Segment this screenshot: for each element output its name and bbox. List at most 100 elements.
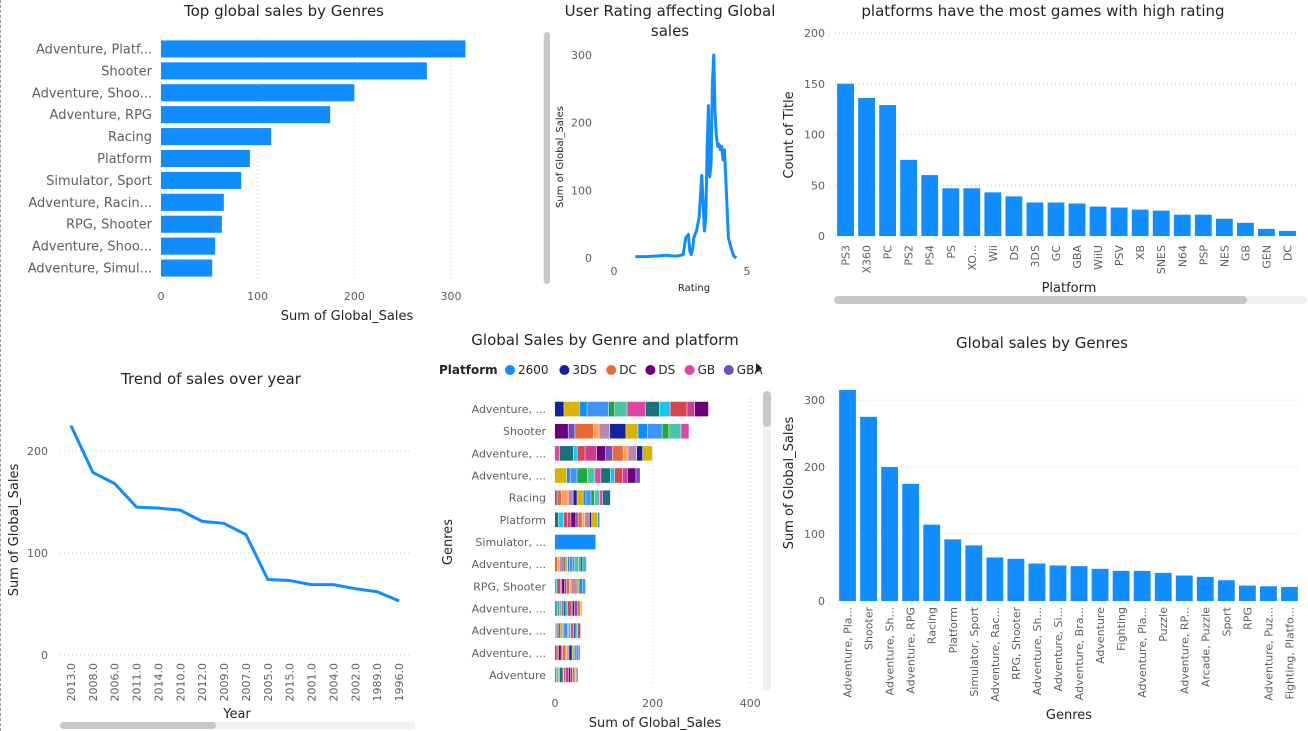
bar-segment[interactable] [572,601,575,616]
bar-segment[interactable] [579,556,580,572]
bar-segment[interactable] [614,401,627,417]
bar-segment[interactable] [563,601,566,616]
series-line[interactable] [635,53,738,260]
bar-segment[interactable] [681,423,689,439]
bar-segment[interactable] [694,401,709,417]
bar[interactable] [1028,563,1046,601]
legend-marker[interactable] [559,365,570,375]
bar[interactable] [965,545,983,601]
bar[interactable] [161,106,331,124]
bar[interactable] [1154,572,1172,601]
bar[interactable] [161,215,222,233]
bar-segment[interactable] [598,512,600,528]
bar-segment[interactable] [573,446,577,461]
bar-segment[interactable] [566,645,567,661]
bar-segment[interactable] [577,601,580,616]
scrollbar-thumb[interactable] [834,296,1247,304]
bar[interactable] [161,128,272,146]
legend-label[interactable]: DS [658,363,675,377]
legend-marker[interactable] [723,365,734,375]
bar-segment[interactable] [610,468,615,483]
bar-segment[interactable] [566,601,568,616]
bar-segment[interactable] [582,512,585,528]
bar-segment[interactable] [579,578,583,594]
chart-user-rating[interactable]: User Rating affecting Global sales 0 100 200… [540,0,790,300]
bar-segment[interactable] [560,578,562,594]
bar-segment[interactable] [559,667,563,683]
bar-segment[interactable] [574,556,579,572]
bar[interactable] [161,149,250,168]
bar-segment[interactable] [558,623,560,638]
bar-segment[interactable] [593,423,599,439]
bar-segment[interactable] [570,623,574,638]
bar-segment[interactable] [558,512,564,528]
bar-segment[interactable] [662,423,669,439]
bar-segment[interactable] [567,623,569,638]
bar-segment[interactable] [578,623,581,638]
bar[interactable] [1091,568,1109,601]
bar-segment[interactable] [622,468,628,483]
chart-sales-genre-platform[interactable]: Global Sales by Genre and platform Platfo… [430,325,790,731]
bar[interactable] [860,416,877,601]
bar-segment[interactable] [576,623,578,638]
scrollbar-thumb[interactable] [763,391,771,427]
legend-label[interactable]: DC [619,363,637,377]
bar[interactable] [1070,566,1088,601]
bar-segment[interactable] [580,601,582,616]
bar-segment[interactable] [605,446,613,461]
bar-segment[interactable] [626,423,638,439]
bar-segment[interactable] [566,468,570,483]
bar-segment[interactable] [559,601,562,616]
bar[interactable] [1196,576,1214,601]
bar-segment[interactable] [558,645,561,661]
bar-segment[interactable] [573,490,577,506]
bar[interactable] [902,483,920,601]
bar-segment[interactable] [572,667,575,683]
bar-segment[interactable] [559,446,574,461]
bar-segment[interactable] [577,468,587,483]
bar-segment[interactable] [589,512,592,528]
bar-segment[interactable] [564,578,567,594]
bar-segment[interactable] [574,645,576,661]
bar-segment[interactable] [570,468,577,483]
bar[interactable] [984,192,1002,236]
bar[interactable] [837,83,854,236]
bar[interactable] [1260,586,1277,601]
bar[interactable] [1217,580,1235,601]
chart-platforms-high-rating[interactable]: platforms have the most games with high … [770,0,1308,310]
bar-segment[interactable] [560,623,563,638]
bar[interactable] [986,557,1004,601]
bar[interactable] [1215,218,1233,236]
bar-segment[interactable] [670,401,687,417]
bar-segment[interactable] [567,601,571,616]
bar-segment[interactable] [579,401,587,417]
bar-segment[interactable] [555,423,568,439]
bar-segment[interactable] [577,446,585,461]
bar[interactable] [1047,202,1065,236]
bar[interactable] [161,62,427,80]
bar-segment[interactable] [582,556,587,572]
bar[interactable] [1007,558,1025,601]
bar-segment[interactable] [623,446,628,461]
bar[interactable] [1152,210,1170,236]
bar-segment[interactable] [587,401,609,417]
bar-segment[interactable] [610,423,626,439]
bar-segment[interactable] [555,578,557,594]
legend-label[interactable]: 3DS [572,363,597,377]
bar-segment[interactable] [594,490,600,506]
bar[interactable] [161,171,242,189]
bar-segment[interactable] [595,468,601,483]
bar-segment[interactable] [582,578,586,594]
bar-segment[interactable] [567,645,569,661]
bar-segment[interactable] [575,667,576,683]
legend-label[interactable]: 2600 [518,363,549,377]
bar[interactable] [1026,202,1044,236]
bar[interactable] [1131,209,1149,236]
bar-segment[interactable] [576,512,578,528]
legend-marker[interactable] [606,365,617,375]
bar-segment[interactable] [573,623,576,638]
bar-segment[interactable] [580,556,583,572]
bar[interactable] [1049,565,1067,601]
bar-segment[interactable] [562,623,564,638]
bar-segment[interactable] [562,578,565,594]
